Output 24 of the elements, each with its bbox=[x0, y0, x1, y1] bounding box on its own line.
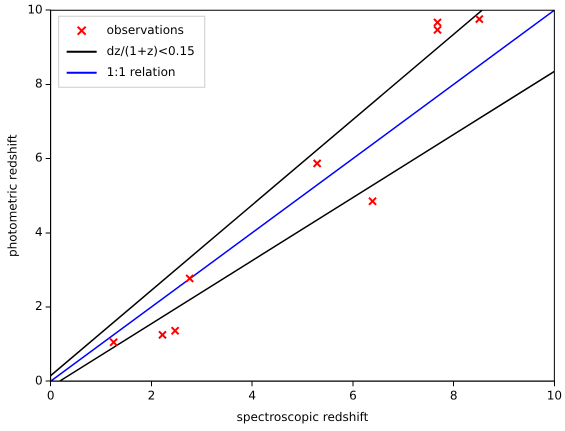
point bbox=[474, 14, 484, 24]
y-tick-label: 10 bbox=[27, 2, 43, 16]
y-tick-label: 8 bbox=[35, 76, 43, 91]
point bbox=[185, 274, 194, 283]
legend-label: dz/(1+z)<0.15 bbox=[106, 44, 195, 58]
point bbox=[158, 330, 168, 340]
point bbox=[368, 196, 378, 206]
y-tick-label: 2 bbox=[35, 299, 43, 314]
x-tick-label: 2 bbox=[148, 388, 156, 403]
legend-label: observations bbox=[106, 22, 184, 37]
point bbox=[170, 326, 180, 336]
x-tick-label: 0 bbox=[46, 388, 54, 403]
point bbox=[109, 338, 118, 347]
x-tick-label: 10 bbox=[546, 388, 562, 403]
y-tick-label: 0 bbox=[35, 373, 43, 388]
x-tick-label: 4 bbox=[248, 388, 256, 403]
point bbox=[312, 158, 322, 168]
y-tick-label: 6 bbox=[35, 150, 43, 165]
x-axis-title: spectroscopic redshift bbox=[236, 410, 369, 424]
x-tick-label: 6 bbox=[349, 388, 357, 403]
legend-label: 1:1 relation bbox=[106, 64, 176, 79]
y-axis-title: photometric redshift bbox=[5, 134, 20, 258]
y-tick-label: 4 bbox=[35, 224, 43, 239]
x-tick-label: 8 bbox=[450, 388, 458, 403]
